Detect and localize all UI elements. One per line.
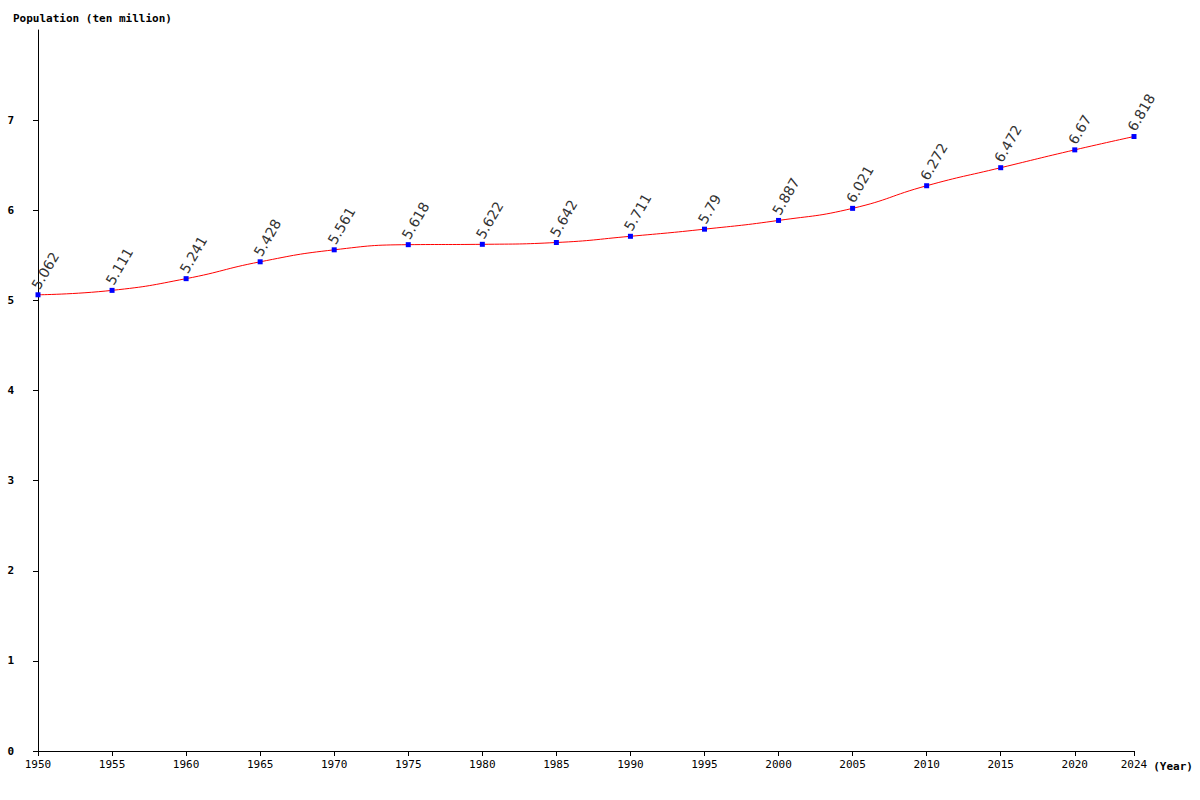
- svg-text:5.622: 5.622: [473, 199, 507, 242]
- svg-text:2000: 2000: [765, 758, 792, 771]
- svg-text:5: 5: [7, 294, 14, 307]
- svg-text:1950: 1950: [25, 758, 52, 771]
- svg-text:2015: 2015: [987, 758, 1014, 771]
- svg-text:5.241: 5.241: [176, 233, 210, 276]
- svg-text:1980: 1980: [469, 758, 496, 771]
- svg-text:6.021: 6.021: [843, 163, 877, 206]
- svg-text:1975: 1975: [395, 758, 422, 771]
- svg-text:6.472: 6.472: [991, 122, 1025, 165]
- svg-text:1970: 1970: [321, 758, 348, 771]
- svg-text:0: 0: [7, 745, 14, 758]
- svg-text:(Year): (Year): [1153, 760, 1193, 773]
- svg-text:5.887: 5.887: [769, 175, 803, 218]
- svg-text:5.111: 5.111: [102, 245, 136, 288]
- svg-text:5.711: 5.711: [621, 191, 655, 234]
- svg-text:6.67: 6.67: [1065, 112, 1094, 147]
- svg-text:5.79: 5.79: [695, 191, 724, 226]
- svg-text:6: 6: [7, 204, 14, 217]
- svg-text:5.642: 5.642: [547, 197, 581, 240]
- svg-text:1965: 1965: [247, 758, 274, 771]
- svg-text:7: 7: [7, 114, 14, 127]
- svg-text:1: 1: [7, 654, 14, 667]
- svg-text:6.818: 6.818: [1124, 91, 1158, 134]
- svg-text:1960: 1960: [173, 758, 200, 771]
- svg-text:3: 3: [7, 474, 14, 487]
- svg-text:4: 4: [7, 384, 14, 397]
- svg-text:2: 2: [7, 564, 14, 577]
- svg-text:1995: 1995: [691, 758, 718, 771]
- svg-text:1955: 1955: [99, 758, 126, 771]
- svg-text:Population (ten million): Population (ten million): [13, 12, 172, 25]
- svg-text:1990: 1990: [617, 758, 644, 771]
- svg-text:2024: 2024: [1121, 758, 1148, 771]
- svg-text:6.272: 6.272: [917, 140, 951, 183]
- svg-text:5.428: 5.428: [251, 216, 285, 259]
- svg-text:5.062: 5.062: [28, 249, 62, 292]
- svg-text:5.618: 5.618: [399, 199, 433, 242]
- svg-text:2005: 2005: [839, 758, 866, 771]
- svg-text:1985: 1985: [543, 758, 570, 771]
- svg-text:2020: 2020: [1062, 758, 1089, 771]
- svg-text:5.561: 5.561: [325, 204, 359, 247]
- svg-text:2010: 2010: [913, 758, 940, 771]
